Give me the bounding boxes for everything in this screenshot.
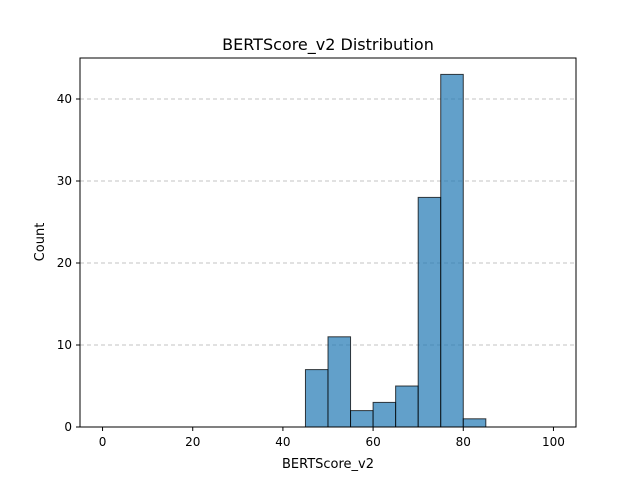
histogram-bar [304, 369, 329, 428]
bars [304, 73, 487, 428]
x-tick-label: 60 [365, 435, 380, 449]
x-ticks: 0 20 40 60 80 100 [99, 427, 565, 449]
x-tick-label: 0 [99, 435, 107, 449]
histogram-bar [327, 336, 352, 428]
plot-frame [79, 57, 577, 428]
histogram-bar [372, 401, 397, 428]
y-tick-label: 30 [57, 174, 72, 188]
histogram-bar [417, 196, 442, 428]
x-tick-label: 80 [456, 435, 471, 449]
y-tick-label: 0 [64, 420, 72, 434]
y-ticks: 0 10 20 30 40 [57, 92, 80, 434]
grid-lines [80, 98, 576, 346]
histogram-bar [462, 418, 487, 428]
chart-title: BERTScore_v2 Distribution [222, 35, 434, 55]
x-tick-label: 100 [542, 435, 565, 449]
histogram-bar [440, 73, 464, 428]
y-tick-label: 40 [57, 92, 72, 106]
histogram-bar [350, 410, 374, 428]
y-axis-label: Count [33, 223, 48, 262]
x-tick-label: 20 [185, 435, 200, 449]
x-tick-label: 40 [275, 435, 290, 449]
y-tick-label: 10 [57, 338, 72, 352]
x-axis-label: BERTScore_v2 [282, 457, 374, 472]
y-tick-label: 20 [57, 256, 72, 270]
histogram-bar [395, 385, 419, 428]
